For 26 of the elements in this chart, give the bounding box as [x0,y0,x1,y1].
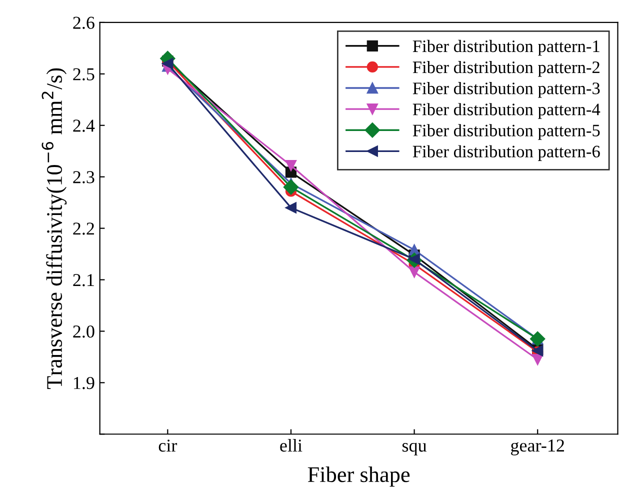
y-tick-label: 2.2 [73,222,94,235]
x-tick-label: gear-12 [510,440,564,456]
y-tick-label: 2.0 [73,325,94,338]
x-tick-label: squ [402,442,427,456]
legend-label: Fiber distribution pattern-6 [412,145,600,161]
y-tick-label: 2.1 [73,274,94,286]
y-tick-label: 2.5 [73,68,94,80]
y-tick-label: 1.9 [74,376,94,390]
y-tick-label: 2.3 [73,171,94,184]
legend-label: Fiber distribution pattern-4 [412,103,600,119]
point [285,202,297,214]
y-tick-label: 2.6 [73,16,94,29]
x-tick-label: cir [158,440,178,452]
legend-label: Fiber distribution pattern-1 [412,40,600,56]
legend-label: Fiber distribution pattern-2 [412,60,600,77]
x-axis-title: Fiber shape [308,466,410,487]
x-tick-label: elli [280,438,302,452]
y-axis-title: Transverse diffusivity(10$^{−6}$ mm$^{2}$/s) [42,68,67,389]
y-tick-label: 2.4 [73,120,95,132]
point [162,58,174,70]
point [283,180,299,195]
legend-label: Fiber distribution pattern-3 [412,82,600,98]
point [285,160,297,172]
legend-label: Fiber distribution pattern-5 [412,124,600,140]
point [408,266,420,278]
point [532,354,544,366]
